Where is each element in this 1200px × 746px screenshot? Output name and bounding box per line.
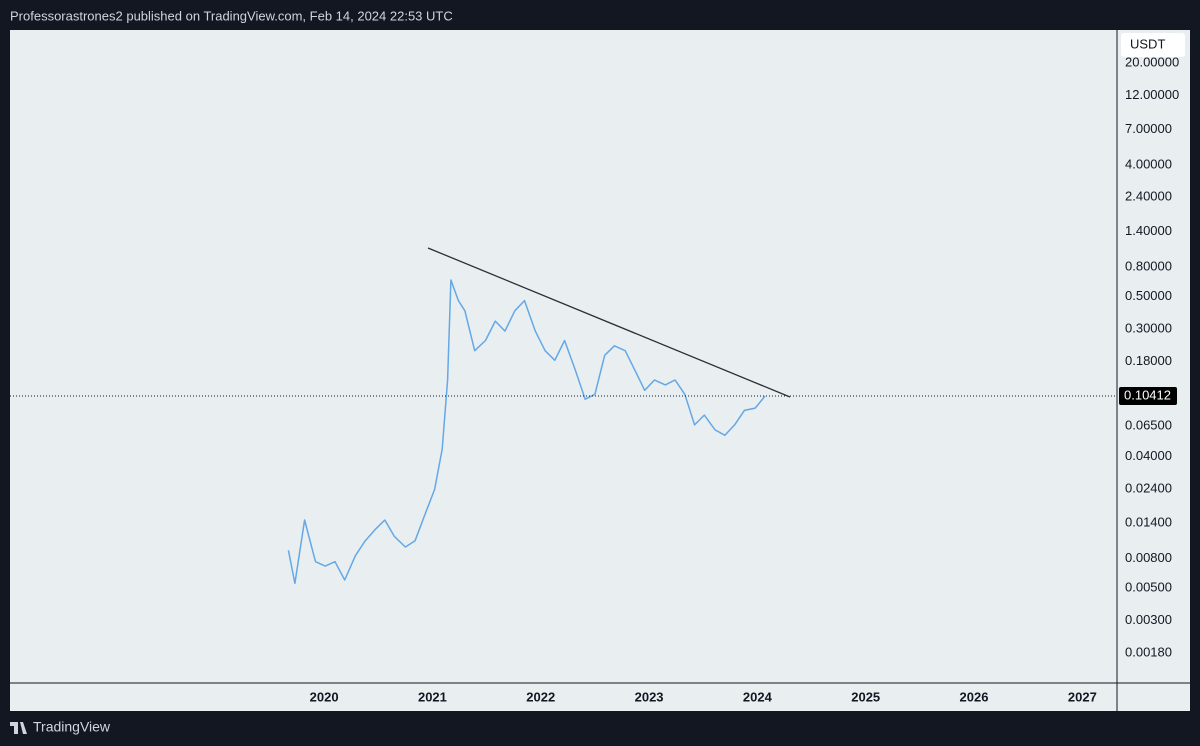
- x-tick-label: 2021: [418, 689, 447, 704]
- y-tick-label: 2.40000: [1125, 189, 1172, 204]
- trend-line: [427, 247, 791, 398]
- currency-box[interactable]: [1121, 33, 1185, 57]
- y-tick-label: 0.02400: [1125, 480, 1172, 495]
- y-tick-label: 0.04000: [1125, 448, 1172, 463]
- x-tick-label: 2022: [526, 689, 555, 704]
- y-tick-label: 0.00800: [1125, 550, 1172, 565]
- footer: TradingView: [33, 719, 111, 735]
- y-tick-label: 12.00000: [1125, 87, 1179, 102]
- y-tick-label: 0.00500: [1125, 580, 1172, 595]
- x-tick-label: 2023: [635, 689, 664, 704]
- logo: [10, 722, 27, 734]
- y-tick-label: 0.01400: [1125, 514, 1172, 529]
- currency[interactable]: USDT: [1130, 36, 1165, 51]
- x-tick-label: 2027: [1068, 689, 1097, 704]
- y-tick-label: 0.80000: [1125, 258, 1172, 273]
- y-tick-label: 0.50000: [1125, 288, 1172, 303]
- x-tick-label: 2025: [851, 689, 880, 704]
- chart-panel: [10, 30, 1190, 711]
- x-tick-label: 2026: [960, 689, 989, 704]
- header: Professorastrones2 published on TradingV…: [10, 8, 453, 23]
- y-tick-label: 1.40000: [1125, 223, 1172, 238]
- last-price-label: 0.10412: [1124, 387, 1171, 402]
- y-tick-label: 0.18000: [1125, 353, 1172, 368]
- y-tick-label: 4.00000: [1125, 156, 1172, 171]
- y-tick-label: 7.00000: [1125, 121, 1172, 136]
- x-tick-label: 2020: [310, 689, 339, 704]
- last-price-box: [1119, 386, 1177, 405]
- y-tick-label: 0.00300: [1125, 612, 1172, 627]
- logo-icon: [10, 722, 27, 734]
- y-tick-label: 0.06500: [1125, 417, 1172, 432]
- y-tick-label: 20.00000: [1125, 54, 1179, 69]
- x-tick-label: 2024: [743, 689, 773, 704]
- price-line: [287, 279, 766, 585]
- y-tick-label: 0.00180: [1125, 644, 1172, 659]
- y-tick-label: 0.30000: [1125, 320, 1172, 335]
